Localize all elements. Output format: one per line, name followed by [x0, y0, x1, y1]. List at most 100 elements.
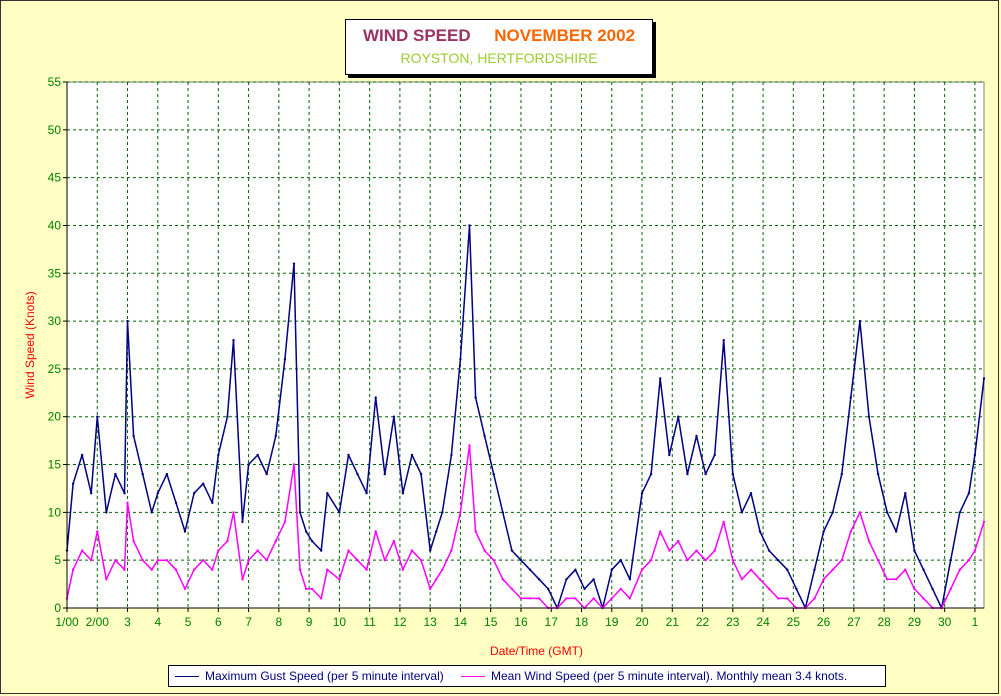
data-point-gust [895, 530, 898, 533]
data-point-gust [904, 492, 907, 495]
data-point-gust [822, 530, 825, 533]
x-tick-label: 28 [877, 615, 891, 629]
data-point-mean [858, 511, 862, 514]
data-point-gust [292, 262, 296, 265]
data-point-mean [96, 530, 99, 533]
x-tick-label: 17 [545, 615, 559, 629]
data-point-gust [640, 492, 644, 495]
data-point-mean [686, 559, 689, 562]
data-point-gust [722, 339, 725, 342]
data-point-gust [392, 415, 396, 418]
data-point-mean [392, 539, 396, 543]
y-tick-label: 30 [48, 314, 62, 328]
x-tick-label: 7 [245, 615, 252, 629]
y-tick-label: 25 [48, 362, 62, 376]
data-point-gust [132, 434, 135, 438]
data-point-mean [777, 597, 780, 600]
data-point-mean [283, 520, 287, 524]
data-point-mean [132, 539, 135, 543]
data-point-gust [192, 492, 196, 495]
data-point-mean [922, 597, 925, 600]
data-point-mean [141, 559, 144, 562]
x-tick-label: 9 [306, 615, 313, 629]
x-tick-label: 10 [333, 615, 347, 629]
data-point-mean [876, 559, 880, 562]
data-point-gust [886, 511, 889, 514]
data-point-mean [886, 578, 889, 581]
legend-label-mean: Mean Wind Speed (per 5 minute interval).… [491, 669, 848, 683]
x-tick-label: 29 [908, 615, 922, 629]
data-point-gust [374, 396, 377, 399]
data-point-gust [831, 511, 834, 514]
data-point-gust [777, 559, 780, 562]
data-point-mean [410, 549, 414, 552]
data-point-mean [114, 559, 117, 562]
data-point-gust [123, 492, 126, 495]
data-point-mean [949, 587, 952, 591]
data-point-gust [347, 453, 350, 457]
data-point-gust [565, 578, 568, 581]
data-point-gust [247, 463, 250, 466]
data-point-gust [749, 492, 753, 495]
title-part2: NOVEMBER 2002 [494, 26, 636, 45]
x-tick-label: 8 [276, 615, 283, 629]
data-point-gust [202, 482, 205, 485]
data-point-mean [740, 578, 744, 581]
x-tick-label: 13 [423, 615, 437, 629]
chart-title: WIND SPEED NOVEMBER 2002 [346, 26, 652, 46]
data-point-gust [429, 549, 432, 552]
data-point-mean [192, 568, 196, 571]
x-tick-label: 30 [938, 615, 952, 629]
data-point-gust [80, 453, 84, 457]
data-point-mean [429, 587, 432, 591]
data-point-mean [668, 549, 671, 552]
data-point-mean [320, 597, 323, 600]
data-point-gust [232, 339, 235, 342]
data-point-mean [749, 568, 753, 571]
data-point-mean [256, 549, 259, 552]
data-point-gust [174, 501, 178, 504]
data-point-mean [831, 568, 834, 571]
data-point-mean [758, 578, 762, 581]
data-point-gust [320, 549, 323, 552]
data-point-mean [374, 530, 377, 533]
data-point-mean [202, 559, 205, 562]
data-point-mean [537, 597, 541, 600]
legend-swatch-mean [461, 676, 485, 678]
data-point-gust [574, 568, 577, 571]
data-point-gust [459, 358, 462, 361]
data-point-mean [659, 530, 662, 533]
data-point-mean [383, 559, 386, 562]
data-point-mean [226, 539, 229, 543]
x-tick-label: 11 [363, 615, 376, 629]
data-point-gust [813, 568, 816, 571]
data-point-gust [583, 587, 586, 591]
data-point-gust [686, 472, 689, 476]
data-point-gust [474, 396, 477, 399]
data-point-gust [96, 415, 99, 418]
data-point-gust [141, 472, 144, 476]
x-tick-label: 24 [756, 615, 770, 629]
data-point-mean [247, 559, 250, 562]
x-tick-label: 2/00 [86, 615, 110, 629]
data-point-gust [949, 559, 952, 562]
data-point-mean [704, 559, 707, 562]
data-point-mean [419, 559, 423, 562]
data-point-gust [695, 434, 698, 438]
data-point-gust [982, 377, 986, 380]
data-point-mean [356, 559, 359, 562]
data-point-gust [628, 578, 632, 581]
data-point-gust [468, 224, 471, 227]
x-tick-label: 16 [514, 615, 528, 629]
data-point-mean [165, 559, 169, 562]
data-point-mean [895, 578, 898, 581]
legend-item-mean: Mean Wind Speed (per 5 minute interval).… [461, 669, 847, 683]
data-point-gust [304, 530, 308, 533]
x-tick-label: 27 [847, 615, 861, 629]
data-point-mean [298, 568, 302, 571]
data-point-gust [326, 492, 329, 495]
data-point-mean [450, 549, 453, 552]
data-point-gust [659, 377, 662, 380]
x-tick-label: 3 [124, 615, 131, 629]
